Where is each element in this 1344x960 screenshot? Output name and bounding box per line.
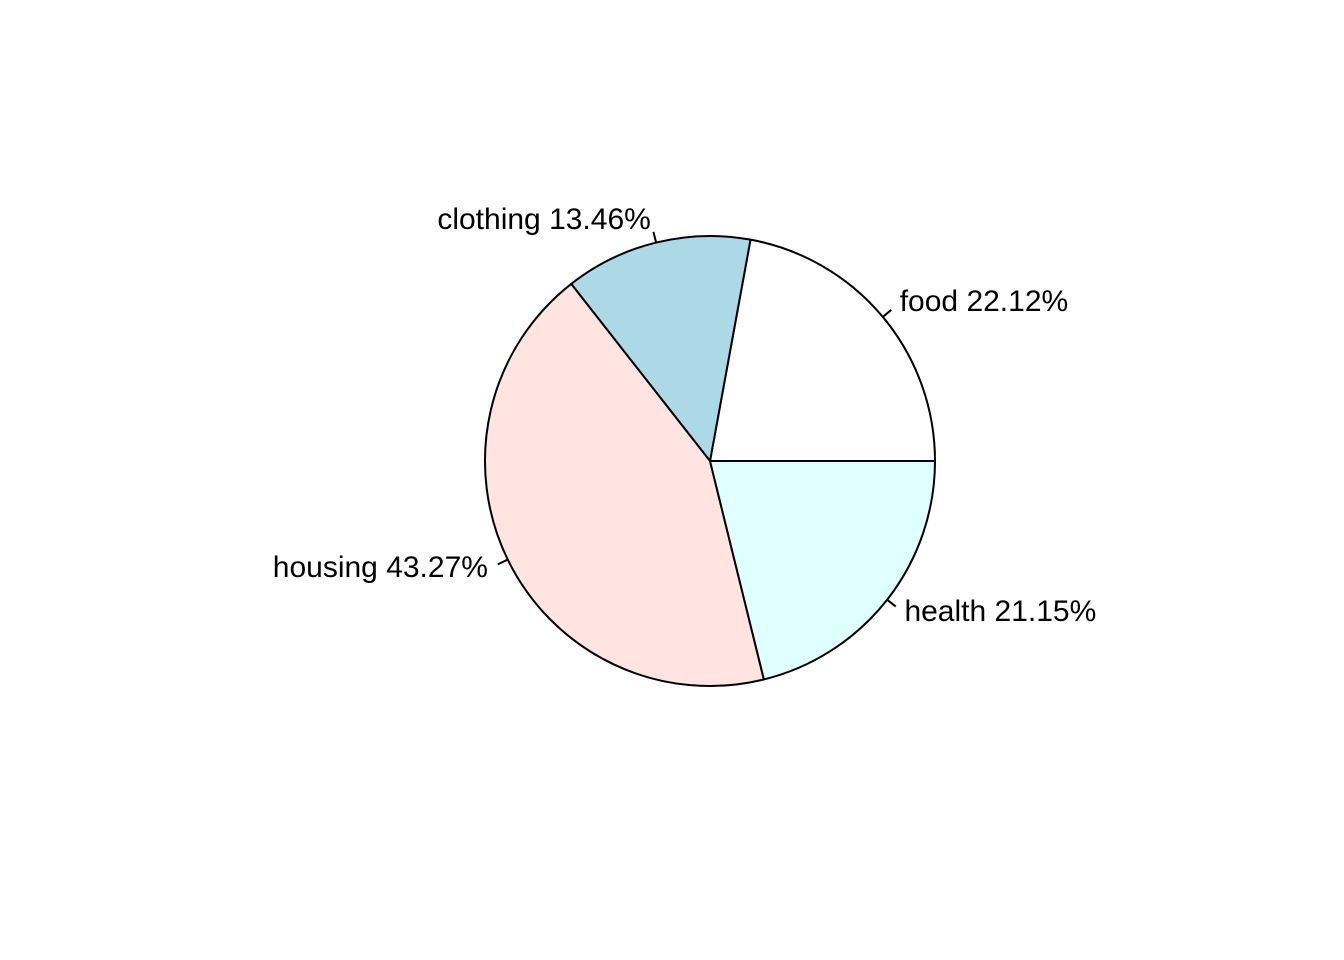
pie-slice-housing [484,282,765,687]
pie-tick-food [882,309,892,318]
pie-labels: food 22.12% clothing 13.46% housing 43.27%… [273,203,1096,628]
pie-label-health: health 21.15% [904,595,1096,628]
pie-tick-housing [497,558,509,566]
pie-label-housing: housing 43.27% [273,551,488,584]
pie-tick-health [886,598,897,608]
pie-label-clothing: clothing 13.46% [437,203,651,236]
pie-slices [484,235,936,687]
pie-tick-clothing [652,231,658,243]
pie-label-ticks [497,231,897,608]
pie-label-food: food 22.12% [900,285,1068,318]
